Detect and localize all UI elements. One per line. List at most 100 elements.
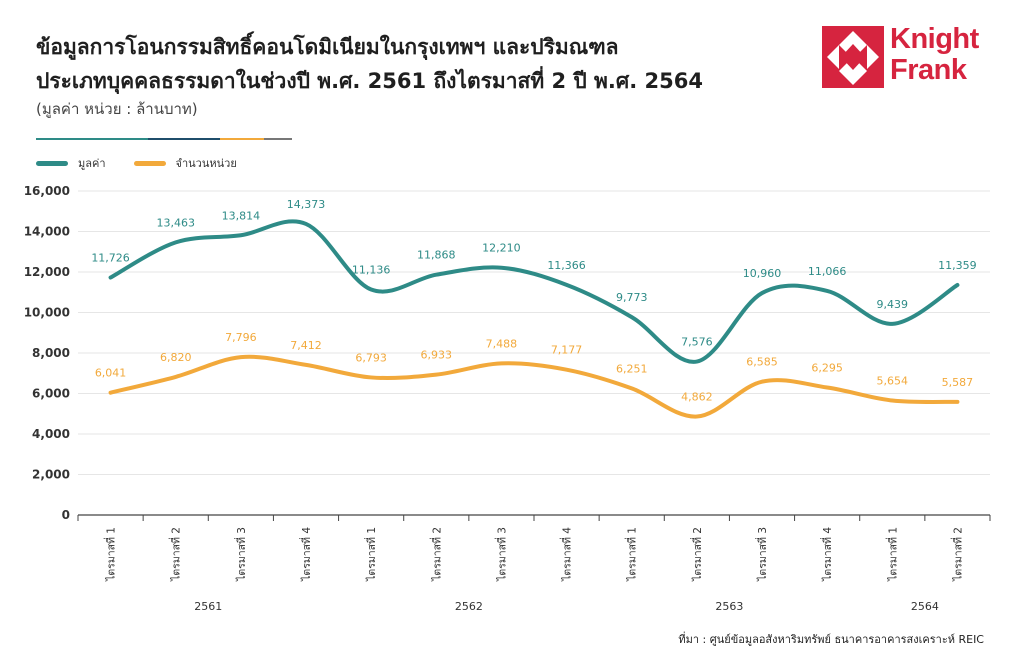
- data-point-units: [890, 399, 894, 403]
- data-label-units: 4,862: [681, 391, 713, 404]
- legend-item-units: จำนวนหน่วย: [133, 154, 237, 172]
- data-point-value: [630, 315, 634, 319]
- data-point-units: [239, 355, 243, 359]
- x-tick-label: ไตรมาสที่ 1: [104, 527, 118, 582]
- data-label-units: 7,488: [486, 337, 518, 350]
- y-tick-label: 2,000: [32, 468, 70, 482]
- data-label-units: 5,654: [877, 375, 909, 388]
- data-point-value: [565, 283, 569, 287]
- x-group-label: 2561: [194, 600, 222, 613]
- legend-swatch-units: [133, 160, 166, 166]
- x-tick-label: ไตรมาสที่ 3: [494, 527, 508, 582]
- legend-item-value: มูลค่า: [36, 154, 106, 172]
- x-tick-label: ไตรมาสที่ 1: [885, 527, 899, 582]
- chart-title-line-2: ประเภทบุคคลธรรมดาในช่วงปี พ.ศ. 2561 ถึงไ…: [36, 69, 703, 93]
- data-label-units: 6,041: [95, 367, 127, 380]
- data-point-value: [434, 273, 438, 277]
- data-point-value: [369, 287, 373, 291]
- data-point-units: [955, 400, 959, 404]
- data-point-value: [825, 289, 829, 293]
- data-point-value: [239, 233, 243, 237]
- data-point-units: [565, 368, 569, 372]
- data-point-value: [109, 276, 113, 280]
- title-divider: [36, 138, 292, 140]
- x-tick-label: ไตรมาสที่ 2: [950, 527, 964, 582]
- data-point-units: [434, 373, 438, 377]
- data-label-units: 7,796: [225, 331, 257, 344]
- data-point-units: [304, 363, 308, 367]
- legend-swatch-value: [36, 160, 68, 166]
- chart-title-line-1: ข้อมูลการโอนกรรมสิทธิ์คอนโดมิเนียมในกรุง…: [36, 35, 619, 59]
- chart-legend: มูลค่า จำนวนหน่วย: [36, 154, 265, 172]
- data-point-units: [369, 375, 373, 379]
- data-label-value: 11,726: [91, 252, 130, 265]
- data-point-units: [174, 375, 178, 379]
- data-label-value: 11,136: [352, 263, 391, 276]
- data-label-value: 12,210: [482, 242, 521, 255]
- legend-label-value: มูลค่า: [78, 157, 106, 170]
- data-label-value: 13,463: [156, 216, 195, 229]
- x-tick-label: ไตรมาสที่ 4: [560, 527, 574, 582]
- x-tick-label: ไตรมาสที่ 3: [234, 527, 248, 582]
- data-label-value: 10,960: [743, 267, 782, 280]
- x-tick-label: ไตรมาสที่ 2: [169, 527, 183, 582]
- x-tick-label: ไตรมาสที่ 4: [299, 527, 313, 582]
- data-label-value: 14,373: [287, 198, 326, 211]
- data-label-value: 11,868: [417, 249, 456, 262]
- y-tick-label: 16,000: [24, 184, 70, 198]
- chart-title: ข้อมูลการโอนกรรมสิทธิ์คอนโดมิเนียมในกรุง…: [36, 30, 703, 98]
- data-label-units: 6,295: [811, 362, 843, 375]
- data-label-units: 7,177: [551, 344, 583, 357]
- y-tick-label: 0: [62, 508, 70, 522]
- data-label-value: 11,066: [808, 265, 847, 278]
- y-tick-label: 8,000: [32, 346, 70, 360]
- data-point-value: [499, 266, 503, 270]
- data-point-value: [760, 291, 764, 295]
- knight-frank-logo: Knight Frank: [822, 24, 992, 88]
- data-label-value: 13,814: [222, 209, 261, 222]
- data-label-units: 6,820: [160, 351, 192, 364]
- data-label-value: 11,359: [938, 259, 977, 272]
- x-tick-label: ไตรมาสที่ 4: [820, 527, 834, 582]
- x-tick-label: ไตรมาสที่ 2: [690, 527, 704, 582]
- logo-wordmark: Knight Frank: [890, 24, 979, 86]
- data-label-value: 11,366: [547, 259, 586, 272]
- y-tick-label: 14,000: [24, 225, 70, 239]
- data-point-units: [825, 386, 829, 390]
- data-point-value: [174, 240, 178, 244]
- data-label-units: 6,793: [355, 351, 387, 364]
- data-label-units: 6,251: [616, 362, 648, 375]
- logo-line-1: Knight: [890, 23, 979, 55]
- logo-mark-icon: [822, 26, 884, 88]
- data-label-units: 5,587: [942, 376, 974, 389]
- data-label-value: 7,576: [681, 336, 713, 349]
- data-point-units: [760, 380, 764, 384]
- y-tick-label: 4,000: [32, 427, 70, 441]
- data-point-value: [955, 283, 959, 287]
- series-line-units: [108, 354, 960, 419]
- x-group-label: 2564: [911, 600, 939, 613]
- x-tick-label: ไตรมาสที่ 1: [364, 527, 378, 582]
- y-tick-label: 12,000: [24, 265, 70, 279]
- x-group-label: 2562: [455, 600, 483, 613]
- x-tick-label: ไตรมาสที่ 2: [429, 527, 443, 582]
- data-label-value: 9,773: [616, 291, 648, 304]
- data-point-units: [630, 386, 634, 390]
- x-tick-label: ไตรมาสที่ 3: [755, 527, 769, 582]
- legend-label-units: จำนวนหน่วย: [175, 157, 237, 170]
- series-line-value: [108, 219, 960, 364]
- data-label-units: 7,412: [290, 339, 322, 352]
- data-point-value: [695, 360, 699, 364]
- logo-line-2: Frank: [890, 54, 967, 86]
- data-point-value: [890, 322, 894, 326]
- y-tick-label: 6,000: [32, 387, 70, 401]
- y-tick-label: 10,000: [24, 306, 70, 320]
- data-point-value: [304, 222, 308, 226]
- source-note: ที่มา : ศูนย์ข้อมูลอสังหาริมทรัพย์ ธนาคา…: [678, 633, 984, 646]
- data-point-units: [499, 361, 503, 365]
- x-group-label: 2563: [715, 600, 743, 613]
- data-label-units: 6,585: [746, 356, 778, 369]
- data-label-value: 9,439: [877, 298, 909, 311]
- x-tick-label: ไตรมาสที่ 1: [625, 527, 639, 582]
